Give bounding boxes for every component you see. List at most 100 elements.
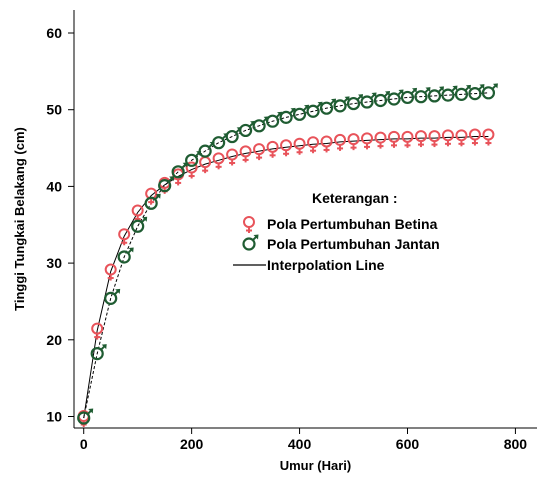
female-marker-circle — [239, 145, 252, 158]
female-marker-circle — [414, 130, 427, 143]
y-tick-label: 30 — [46, 255, 62, 271]
data-point-jantan — [441, 85, 458, 102]
data-point-jantan — [387, 89, 404, 106]
male-marker-circle — [292, 107, 307, 121]
male-marker-circle — [104, 291, 118, 305]
male-marker-arrow-head — [371, 92, 377, 98]
male-marker-arrow-head — [88, 408, 94, 414]
data-point-jantan — [481, 83, 498, 100]
data-point-betina — [374, 131, 387, 149]
data-point-betina — [226, 148, 239, 166]
female-marker-circle — [428, 130, 441, 143]
data-point-betina — [145, 187, 158, 205]
plot-area — [77, 83, 498, 428]
female-marker-circle — [212, 152, 225, 165]
male-marker-circle — [265, 114, 280, 128]
male-marker-circle — [144, 196, 158, 210]
legend: Keterangan : Pola Pertumbuhan BetinaPola… — [233, 190, 440, 273]
male-marker-circle — [90, 347, 104, 361]
male-marker-arrow-head — [438, 86, 444, 92]
male-marker-circle — [158, 179, 172, 193]
data-point-jantan — [117, 247, 134, 264]
female-marker-circle — [361, 132, 374, 145]
male-marker-circle — [387, 92, 401, 106]
female-marker-circle — [387, 130, 400, 143]
x-tick-label: 600 — [396, 436, 420, 452]
male-marker-circle — [400, 90, 415, 105]
female-marker-circle — [482, 128, 495, 141]
female-marker-circle — [320, 135, 333, 148]
data-point-betina — [293, 137, 306, 155]
male-marker-circle — [198, 144, 212, 158]
data-point-betina — [253, 143, 266, 161]
y-tick-label: 50 — [46, 102, 62, 118]
data-point-jantan — [158, 176, 175, 193]
data-point-jantan — [427, 86, 444, 103]
legend-label: Pola Pertumbuhan Betina — [267, 216, 438, 232]
data-point-betina — [239, 145, 252, 163]
male-marker-arrow-head — [358, 94, 364, 100]
x-tick-label: 800 — [504, 436, 528, 452]
data-point-betina — [212, 152, 225, 170]
data-point-betina — [104, 263, 117, 281]
data-point-jantan — [104, 288, 121, 305]
legend-entry: Pola Pertumbuhan Jantan — [242, 234, 440, 252]
legend-label: Interpolation Line — [267, 257, 385, 273]
legend-title: Keterangan : — [312, 190, 398, 206]
data-point-jantan — [400, 87, 417, 105]
male-marker-circle — [239, 123, 253, 138]
male-marker-circle — [468, 86, 482, 101]
male-marker-circle — [279, 110, 293, 124]
data-point-jantan — [454, 84, 471, 101]
male-marker-circle — [131, 219, 145, 233]
male-marker-arrow-head — [115, 288, 121, 294]
female-marker-circle — [374, 131, 387, 144]
data-point-jantan — [265, 111, 283, 128]
x-axis-label: Umur (Hari) — [280, 458, 352, 473]
male-marker-circle — [117, 250, 131, 264]
male-marker-circle — [481, 86, 496, 100]
male-marker-circle — [360, 95, 374, 109]
female-marker-circle — [293, 137, 306, 150]
male-marker-circle — [171, 165, 185, 179]
male-marker-circle — [319, 101, 334, 115]
female-marker-circle — [280, 139, 293, 152]
female-marker-circle — [347, 133, 360, 146]
data-point-betina — [441, 129, 454, 147]
y-tick-label: 60 — [46, 25, 62, 41]
male-marker-circle — [333, 99, 347, 113]
male-marker-arrow-head — [492, 83, 498, 89]
male-marker-circle — [77, 411, 91, 425]
male-marker-circle — [441, 88, 455, 102]
male-marker-circle — [212, 136, 226, 150]
data-point-betina — [199, 156, 212, 174]
data-point-betina — [91, 322, 104, 340]
female-marker-circle — [243, 216, 255, 228]
male-marker-arrow-head — [101, 344, 107, 350]
female-marker-circle — [266, 140, 279, 153]
female-marker-circle — [131, 204, 144, 217]
data-point-jantan — [373, 91, 391, 108]
interpolation-line-jantan — [83, 92, 489, 419]
legend-entries: Pola Pertumbuhan Betina Pola Pertumbuhan … — [233, 216, 440, 273]
female-marker-circle — [441, 129, 454, 142]
male-marker-circle — [454, 87, 469, 101]
male-marker-arrow-head — [253, 234, 259, 240]
data-point-jantan — [346, 94, 364, 111]
data-point-jantan — [77, 408, 94, 425]
male-marker-arrow-head — [169, 176, 175, 182]
male-marker-arrow-head — [385, 91, 391, 97]
female-marker-circle — [199, 156, 212, 169]
male-marker-arrow-head — [142, 216, 148, 222]
y-axis-label: Tinggi Tungkai Belakang (cm) — [12, 127, 27, 311]
data-point-betina — [185, 161, 198, 179]
data-point-betina — [307, 136, 320, 154]
data-point-betina — [468, 128, 481, 146]
data-point-jantan — [414, 87, 431, 104]
data-point-betina — [361, 132, 374, 150]
data-point-betina — [401, 130, 414, 148]
male-marker-circle — [414, 90, 428, 104]
male-marker-arrow-head — [155, 193, 161, 199]
data-point-betina — [280, 139, 293, 157]
